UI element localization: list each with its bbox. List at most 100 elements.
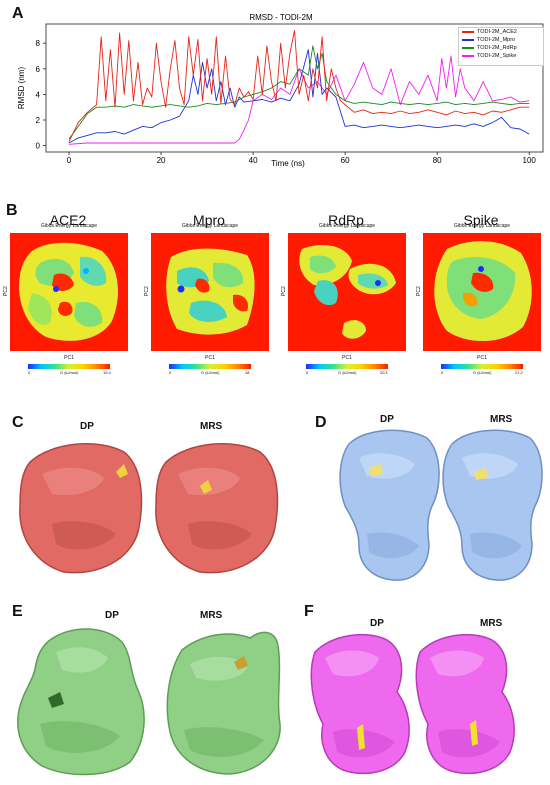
colorbar-max-spike: 21.2 <box>515 370 523 375</box>
colorbar-label-mpro: G (kJ/mol) <box>201 370 220 375</box>
colorbar-max-ace2: 19.4 <box>103 370 111 375</box>
panel-label-f: F <box>304 603 314 620</box>
protein-surface-d-mrs <box>442 429 543 581</box>
legend-label-rdrp: TODI-2M_RdRp <box>477 45 517 51</box>
y-axis-ticks: 0 2 4 6 8 <box>36 39 46 151</box>
x-tick-label: 100 <box>523 156 537 165</box>
chart-title: RMSD - TODI-2M <box>249 13 313 22</box>
legend-item-spike: TODI-2M_Spike <box>459 52 543 60</box>
y-axis-label: RMSD (nm) <box>17 67 26 110</box>
landscape-title-ace2: ACE2 <box>49 212 87 228</box>
x-tick-label: 60 <box>341 156 350 165</box>
legend-swatch-spike <box>462 55 474 57</box>
ligand-c-mrs <box>200 480 212 494</box>
landscape-title-spike: Spike <box>463 212 499 228</box>
x-axis-label: Time (ns) <box>271 159 305 168</box>
protein-surface-d-dp <box>339 429 440 581</box>
chart-legend: TODI-2M_ACE2 TODI-2M_Mpro TODI-2M_RdRp T… <box>458 27 544 66</box>
structure-label-c-dp: DP <box>80 421 94 432</box>
panel-label-c: C <box>12 414 24 431</box>
energy-map-mpro <box>151 233 269 351</box>
ligand-f-mrs <box>470 720 478 746</box>
series-line-mpro <box>68 49 530 144</box>
colorbar-min-mpro: 0 <box>169 370 172 375</box>
colorbar-spike <box>441 364 523 369</box>
x-axis-ticks: 0 20 40 60 80 100 <box>67 152 537 165</box>
landscape-pc1-spike: PC1 <box>477 355 487 361</box>
landscape-pc2-spike: PC2 <box>416 286 422 296</box>
ligand-c-dp <box>116 464 128 478</box>
ligand-f-dp <box>357 724 365 750</box>
landscape-pc2-mpro: PC2 <box>144 286 150 296</box>
energy-map-spike <box>423 233 541 351</box>
colorbar-min-ace2: 0 <box>28 370 31 375</box>
ligand-e-dp <box>48 692 64 708</box>
panel-label-e: E <box>12 603 23 620</box>
structure-label-f-dp: DP <box>370 618 384 629</box>
legend-swatch-mpro <box>462 39 474 41</box>
landscape-subtitle-spike: Gibbs Energy Landscape <box>453 223 511 229</box>
ligand-d-dp <box>369 464 383 476</box>
landscape-title-mpro: Mpro <box>193 212 225 228</box>
landscape-pc2-ace2: PC2 <box>3 286 9 296</box>
legend-swatch-rdrp <box>462 47 474 49</box>
protein-surface-f-mrs <box>415 633 515 775</box>
legend-label-ace2: TODI-2M_ACE2 <box>477 29 517 35</box>
structure-label-e-mrs: MRS <box>200 610 223 621</box>
colorbar-label-rdrp: G (kJ/mol) <box>338 370 357 375</box>
x-tick-label: 80 <box>433 156 442 165</box>
landscape-pc2-rdrp: PC2 <box>281 286 287 296</box>
y-tick-label: 6 <box>36 65 41 74</box>
y-tick-label: 0 <box>36 142 41 151</box>
energy-map-rdrp <box>288 233 406 351</box>
structure-label-c-mrs: MRS <box>200 421 223 432</box>
landscape-subtitle-ace2: Gibbs Energy Landscape <box>40 223 98 229</box>
protein-surface-f-dp <box>310 633 410 775</box>
legend-label-spike: TODI-2M_Spike <box>477 53 517 59</box>
y-tick-label: 2 <box>36 116 41 125</box>
colorbar-max-rdrp: 20.1 <box>380 370 388 375</box>
panel-label-a: A <box>12 5 24 22</box>
protein-surface-c-dp <box>19 443 143 574</box>
colorbar-label-ace2: G (kJ/mol) <box>60 370 79 375</box>
x-tick-label: 40 <box>249 156 258 165</box>
colorbar-label-spike: G (kJ/mol) <box>473 370 492 375</box>
colorbar-min-rdrp: 0 <box>306 370 309 375</box>
landscape-subtitle-mpro: Gibbs Energy Landscape <box>181 223 239 229</box>
y-tick-label: 8 <box>36 39 41 48</box>
colorbar-max-mpro: 18 <box>245 370 250 375</box>
landscape-pc1-rdrp: PC1 <box>342 355 352 361</box>
structure-label-f-mrs: MRS <box>480 618 503 629</box>
landscape-pc1-mpro: PC1 <box>205 355 215 361</box>
x-tick-label: 20 <box>157 156 166 165</box>
structure-label-d-mrs: MRS <box>490 414 513 425</box>
series-line-ace2 <box>68 29 530 142</box>
colorbar-mpro <box>169 364 251 369</box>
landscape-pc1-ace2: PC1 <box>64 355 74 361</box>
rmsd-line-chart: RMSD - TODI-2M 0 20 40 60 80 100 0 2 4 6 8 Time (… <box>17 13 544 168</box>
structure-label-d-dp: DP <box>380 414 394 425</box>
plot-frame <box>45 23 544 153</box>
ligand-d-mrs <box>474 468 488 480</box>
series-line-rdrp <box>68 45 530 140</box>
landscape-subtitle-rdrp: Gibbs Energy Landscape <box>318 223 376 229</box>
series-lines <box>68 29 530 145</box>
x-tick-label: 0 <box>67 156 72 165</box>
energy-map-ace2 <box>10 233 128 351</box>
colorbar-min-spike: 0 <box>441 370 444 375</box>
protein-surface-e-dp <box>17 628 145 776</box>
legend-item-ace2: TODI-2M_ACE2 <box>459 28 543 36</box>
legend-swatch-ace2 <box>462 31 474 33</box>
colorbar-ace2 <box>28 364 110 369</box>
protein-surface-c-mrs <box>155 443 279 574</box>
protein-surface-e-mrs <box>166 631 281 775</box>
legend-item-mpro: TODI-2M_Mpro <box>459 36 543 44</box>
structure-label-e-dp: DP <box>105 610 119 621</box>
legend-label-mpro: TODI-2M_Mpro <box>477 37 516 43</box>
ligand-e-mrs <box>234 656 248 670</box>
panel-label-b: B <box>6 202 18 219</box>
landscape-title-rdrp: RdRp <box>328 212 364 228</box>
colorbar-rdrp <box>306 364 388 369</box>
y-tick-label: 4 <box>36 90 41 99</box>
panel-label-d: D <box>315 414 327 431</box>
